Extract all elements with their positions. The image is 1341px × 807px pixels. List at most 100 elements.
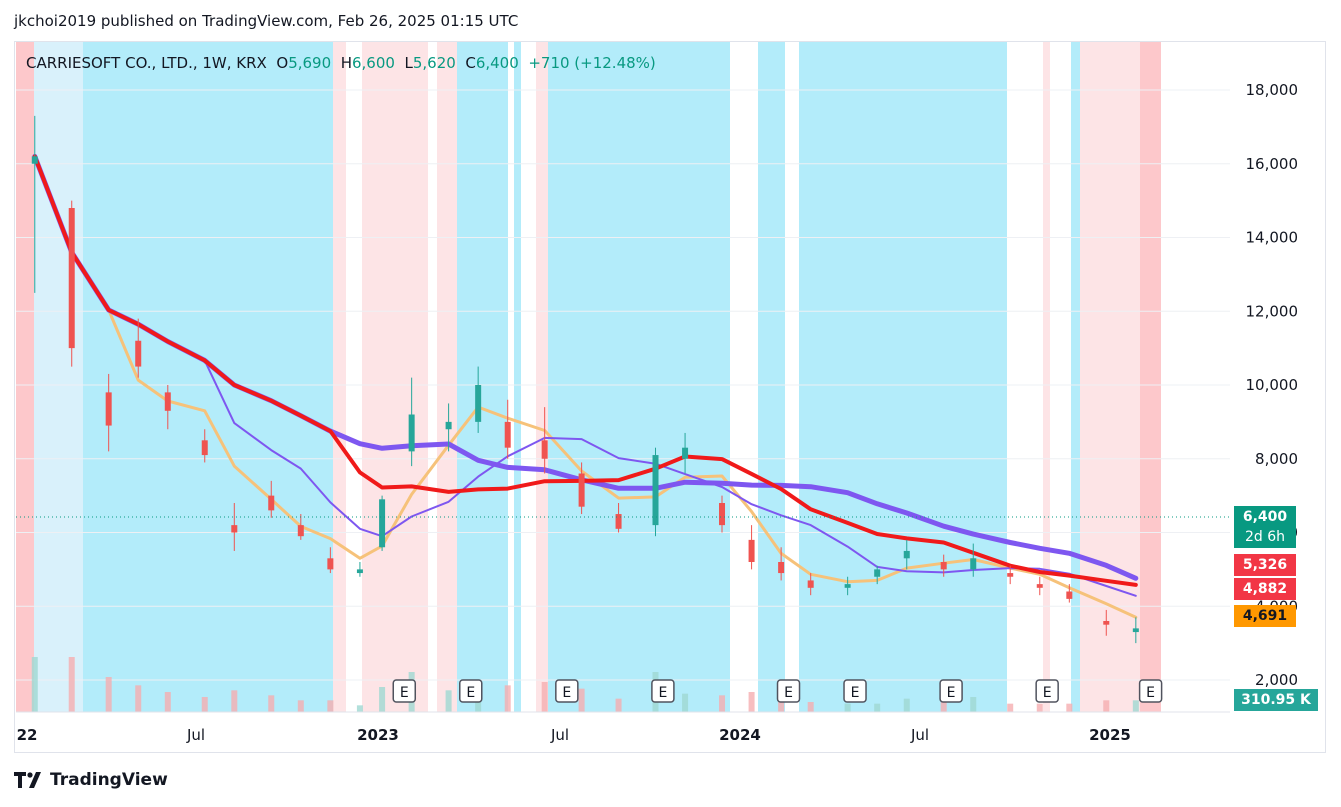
earnings-marker-box-8 [1138, 679, 1163, 703]
band-2 [83, 42, 333, 712]
candle-20 [682, 432, 689, 474]
band-10 [548, 42, 730, 712]
earnings-marker-label-3: E [658, 685, 667, 701]
volume-bar-23 [778, 697, 785, 712]
legend-low-label: L [404, 54, 413, 72]
volume-bar-28 [940, 702, 947, 712]
candle-body-2 [105, 392, 112, 426]
candle-body-32 [1066, 591, 1073, 599]
x-tick-label-2: 2023 [357, 726, 399, 744]
band-11 [758, 42, 785, 712]
earnings-marker-box-5 [843, 679, 867, 703]
earnings-marker-label-2: E [562, 685, 571, 701]
band-4 [362, 42, 376, 712]
candle-body-31 [1036, 584, 1043, 588]
legend-high: 6,600 [351, 54, 395, 72]
earnings-marker-6: E [939, 679, 963, 703]
candle-11 [379, 495, 386, 551]
earnings-marker-box-2 [555, 679, 579, 703]
band-0 [16, 42, 34, 712]
volume-bar-34 [1132, 700, 1139, 712]
y-tick-label-8000: 8,000 [1255, 450, 1298, 468]
earnings-marker-3: E [651, 679, 675, 703]
volume-bar-10 [356, 705, 363, 712]
y-tick-label-2000: 2,000 [1255, 671, 1298, 689]
band-14 [1071, 42, 1080, 712]
publisher-line: jkchoi2019 published on TradingView.com,… [14, 12, 519, 30]
volume-bar-3 [135, 685, 142, 712]
candle-body-12 [408, 414, 415, 452]
x-axis: 22 Jul 2023 Jul 2024 Jul 2025 [16, 711, 1230, 744]
legend-high-label: H [340, 54, 352, 72]
candle-16 [541, 407, 548, 474]
candle-body-28 [940, 562, 947, 570]
volume-bar-1 [68, 657, 75, 712]
band-16 [1140, 42, 1161, 712]
volume-bar-22 [748, 692, 755, 712]
candle-body-9 [327, 558, 334, 570]
volume-bars [31, 657, 1139, 712]
candle-26 [874, 565, 881, 585]
band-12 [799, 42, 1007, 712]
candle-21 [719, 495, 726, 533]
earnings-marker-0: E [392, 679, 417, 703]
candle-27 [903, 539, 910, 570]
candle-9 [327, 547, 334, 574]
candle-body-17 [578, 473, 585, 507]
ma-purple-thin-line [33, 155, 1137, 597]
candle-body-21 [719, 503, 726, 526]
earnings-marker-label-5: E [851, 685, 860, 701]
brand-name: TradingView [50, 770, 168, 790]
earnings-marker-label-4: E [784, 685, 793, 701]
band-8 [514, 42, 521, 712]
tradingview-logo[interactable]: TradingView [14, 770, 168, 790]
volume-bar-13 [445, 690, 452, 712]
volume-bar-18 [615, 698, 622, 712]
candle-23 [778, 547, 785, 581]
volume-bar-17 [578, 688, 585, 712]
y-tick-label-10000: 10,000 [1246, 376, 1299, 394]
candle-5 [201, 429, 208, 463]
x-tick-label-3: Jul [550, 726, 569, 744]
earnings-marker-box-3 [651, 679, 675, 703]
volume-bar-8 [297, 700, 304, 712]
chart-legend: CARRIESOFT CO., LTD., 1W, KRX O5,690 H6,… [26, 54, 656, 72]
volume-tag: 310.95 K [1234, 689, 1318, 711]
volume-bar-15 [504, 685, 511, 712]
candle-body-7 [268, 495, 275, 511]
candle-body-14 [475, 385, 482, 422]
candle-22 [748, 525, 755, 570]
y-tick-label-12000: 12,000 [1246, 302, 1299, 320]
candle-body-33 [1103, 621, 1110, 625]
candle-34 [1132, 617, 1139, 644]
candle-body-23 [778, 562, 785, 574]
candle-32 [1066, 584, 1073, 603]
candle-body-27 [903, 550, 910, 559]
earnings-marker-label-1: E [466, 685, 475, 701]
legend-open: 5,690 [288, 54, 332, 72]
candle-body-1 [68, 208, 75, 349]
candle-body-15 [504, 421, 511, 448]
earnings-marker-label-6: E [947, 685, 956, 701]
tradingview-logo-icon [14, 772, 41, 788]
candles [31, 115, 1139, 644]
candle-25 [844, 576, 851, 596]
legend-close-label: C [465, 54, 476, 72]
chart-frame[interactable] [14, 41, 1326, 753]
volume-bar-32 [1066, 703, 1073, 712]
volume-bar-21 [719, 695, 726, 712]
candle-body-4 [164, 392, 171, 411]
candle-6 [231, 503, 238, 551]
earnings-marker-1: E [459, 679, 483, 703]
candle-12 [408, 377, 415, 467]
volume-bar-31 [1036, 703, 1043, 712]
volume-bar-33 [1103, 700, 1110, 712]
x-tick-label-5: Jul [910, 726, 929, 744]
legend-symbol: CARRIESOFT CO., LTD., 1W, KRX [26, 54, 267, 72]
candle-body-3 [135, 340, 142, 367]
candle-18 [615, 503, 622, 533]
candle-body-19 [652, 455, 659, 526]
candle-13 [445, 403, 452, 452]
